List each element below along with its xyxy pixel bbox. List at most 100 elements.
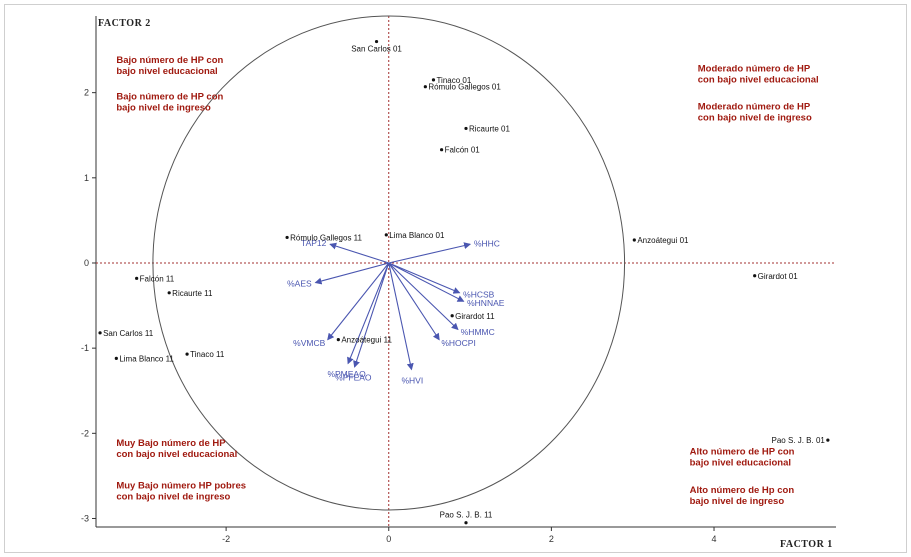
observation-point bbox=[185, 352, 189, 356]
observation-point bbox=[98, 331, 102, 335]
quadrant-annotation: Muy Bajo número de HP con bajo nivel educ… bbox=[116, 438, 237, 460]
y-tick-label: 1 bbox=[84, 173, 89, 183]
quadrant-annotation: Alto número de Hp con bajo nivel de ingre… bbox=[690, 485, 795, 507]
y-tick-label: 2 bbox=[84, 88, 89, 98]
variable-vector bbox=[388, 262, 461, 294]
observation-label: Pao S. J. B. 01 bbox=[771, 436, 825, 445]
quadrant-annotation: Bajo número de HP con bajo nivel de ingre… bbox=[116, 91, 223, 113]
annotation-line: con bajo nivel educacional bbox=[116, 449, 237, 460]
annotation-line: bajo nivel educacional bbox=[116, 66, 217, 77]
observation-label: Girardot 01 bbox=[758, 272, 799, 281]
y-tick-label: -2 bbox=[81, 428, 89, 438]
observation-point bbox=[753, 274, 757, 278]
variable-label: %HHC bbox=[474, 238, 500, 248]
observation-label: San Carlos 01 bbox=[351, 45, 402, 54]
observation-label: Tinaco 01 bbox=[436, 76, 471, 85]
variable-vector bbox=[347, 262, 390, 365]
variable-label: %AES bbox=[287, 279, 312, 289]
observation-point bbox=[285, 235, 289, 240]
quadrant-annotation: Muy Bajo número HP pobres con bajo nivel … bbox=[116, 481, 246, 503]
y-axis-title: FACTOR 2 bbox=[98, 18, 151, 29]
observation-point bbox=[423, 85, 427, 89]
y-tick-label: 0 bbox=[84, 258, 89, 268]
annotation-line: con bajo nivel educacional bbox=[698, 74, 819, 85]
observation-label: Rómulo Gallegos 01 bbox=[428, 83, 501, 92]
variable-vector bbox=[314, 262, 389, 285]
observation-label: Rómulo Gallegos 11 bbox=[290, 233, 362, 242]
variable-vector bbox=[388, 242, 472, 264]
variable-label: %HOCPI bbox=[441, 338, 475, 348]
observation-point bbox=[135, 276, 139, 280]
correlation-circle-group bbox=[152, 15, 626, 511]
axes-group: -2 0 2 4 2 1 0 -1 -2 -3 bbox=[81, 16, 836, 544]
variable-vector bbox=[327, 262, 390, 341]
observation-label: Anzoátegui 01 bbox=[637, 236, 689, 245]
variable-label: %HCSB bbox=[463, 289, 495, 299]
annotation-line: con bajo nivel de ingreso bbox=[116, 492, 230, 503]
observation-label: Ricaurte 11 bbox=[172, 289, 213, 298]
observation-point bbox=[336, 338, 340, 342]
observation-label: Ricaurte 01 bbox=[469, 124, 510, 133]
variable-vector bbox=[388, 262, 459, 331]
y-tick-label: -3 bbox=[81, 513, 89, 523]
variable-label: %HMMC bbox=[461, 327, 495, 337]
observation-label: San Carlos 11 bbox=[103, 329, 154, 338]
observation-point bbox=[826, 438, 830, 442]
variable-vector bbox=[353, 262, 390, 368]
quadrant-annotations: Bajo número de HP con bajo nivel educacio… bbox=[116, 55, 818, 507]
quadrant-annotation: Moderado número de HP con bajo nivel de i… bbox=[698, 102, 812, 124]
observation-point bbox=[632, 238, 636, 242]
observation-point bbox=[464, 521, 468, 525]
annotation-line: bajo nivel de ingreso bbox=[690, 496, 785, 507]
annotation-line: Moderado número de HP bbox=[698, 102, 811, 113]
observation-point bbox=[114, 356, 118, 360]
annotation-line: Muy Bajo número HP pobres bbox=[116, 481, 246, 492]
observation-label: Tinaco 11 bbox=[190, 350, 225, 359]
annotation-line: Alto número de Hp con bbox=[690, 485, 795, 496]
observation-point bbox=[464, 126, 468, 131]
y-tick-label: -1 bbox=[81, 343, 89, 353]
variable-label: %HNNAE bbox=[467, 298, 505, 308]
observation-label: Girardot 11 bbox=[455, 312, 495, 321]
annotation-line: Bajo número de HP con bbox=[116, 55, 223, 66]
variable-label: %HVI bbox=[401, 375, 423, 385]
variable-label: %PFEAO bbox=[335, 373, 372, 383]
annotation-line: con bajo nivel de ingreso bbox=[698, 113, 812, 124]
annotation-line: Moderado número de HP bbox=[698, 63, 811, 74]
observation-point bbox=[384, 233, 388, 237]
x-tick-label: 4 bbox=[712, 534, 717, 544]
variable-vector bbox=[388, 262, 440, 341]
x-axis-title: FACTOR 1 bbox=[780, 539, 833, 550]
observation-label: Lima Blanco 11 bbox=[119, 354, 174, 363]
observation-point bbox=[450, 314, 454, 318]
variable-vector bbox=[388, 262, 414, 371]
variable-label: %PMEAO bbox=[327, 369, 366, 379]
variable-label: %VMCB bbox=[293, 338, 325, 348]
annotation-line: Muy Bajo número de HP bbox=[116, 438, 226, 449]
observation-label: Falcón 11 bbox=[140, 274, 175, 283]
x-tick-label: 0 bbox=[386, 534, 391, 544]
variable-vectors: TAP12 %HHC %AES %HCSB%HNNAE %HMMC%HOCPI %VMCB… bbox=[287, 238, 505, 385]
observation-label: Lima Blanco 01 bbox=[389, 231, 445, 240]
quadrant-annotation: Bajo número de HP con bajo nivel educacio… bbox=[116, 55, 223, 77]
observation-point bbox=[431, 78, 436, 82]
x-tick-label: 2 bbox=[549, 534, 554, 544]
quadrant-annotation: Moderado número de HP con bajo nivel educ… bbox=[698, 63, 819, 85]
annotation-line: Alto número de HP con bbox=[690, 447, 795, 458]
annotation-line: bajo nivel de ingreso bbox=[116, 102, 211, 113]
observation-label: Falcón 01 bbox=[445, 146, 481, 155]
x-tick-label: -2 bbox=[222, 534, 230, 544]
observation-point bbox=[167, 291, 171, 295]
frame-border bbox=[4, 4, 907, 553]
observation-point bbox=[440, 148, 444, 152]
observation-point bbox=[374, 39, 379, 44]
observation-label: Anzoátegui 11 bbox=[341, 336, 392, 345]
observation-label: Pao S. J. B. 11 bbox=[440, 511, 493, 520]
quadrant-annotation: Alto número de HP con bajo nivel educacio… bbox=[690, 447, 795, 469]
variable-vector bbox=[329, 242, 389, 264]
variable-label: TAP12 bbox=[301, 238, 327, 248]
annotation-line: bajo nivel educacional bbox=[690, 458, 791, 469]
